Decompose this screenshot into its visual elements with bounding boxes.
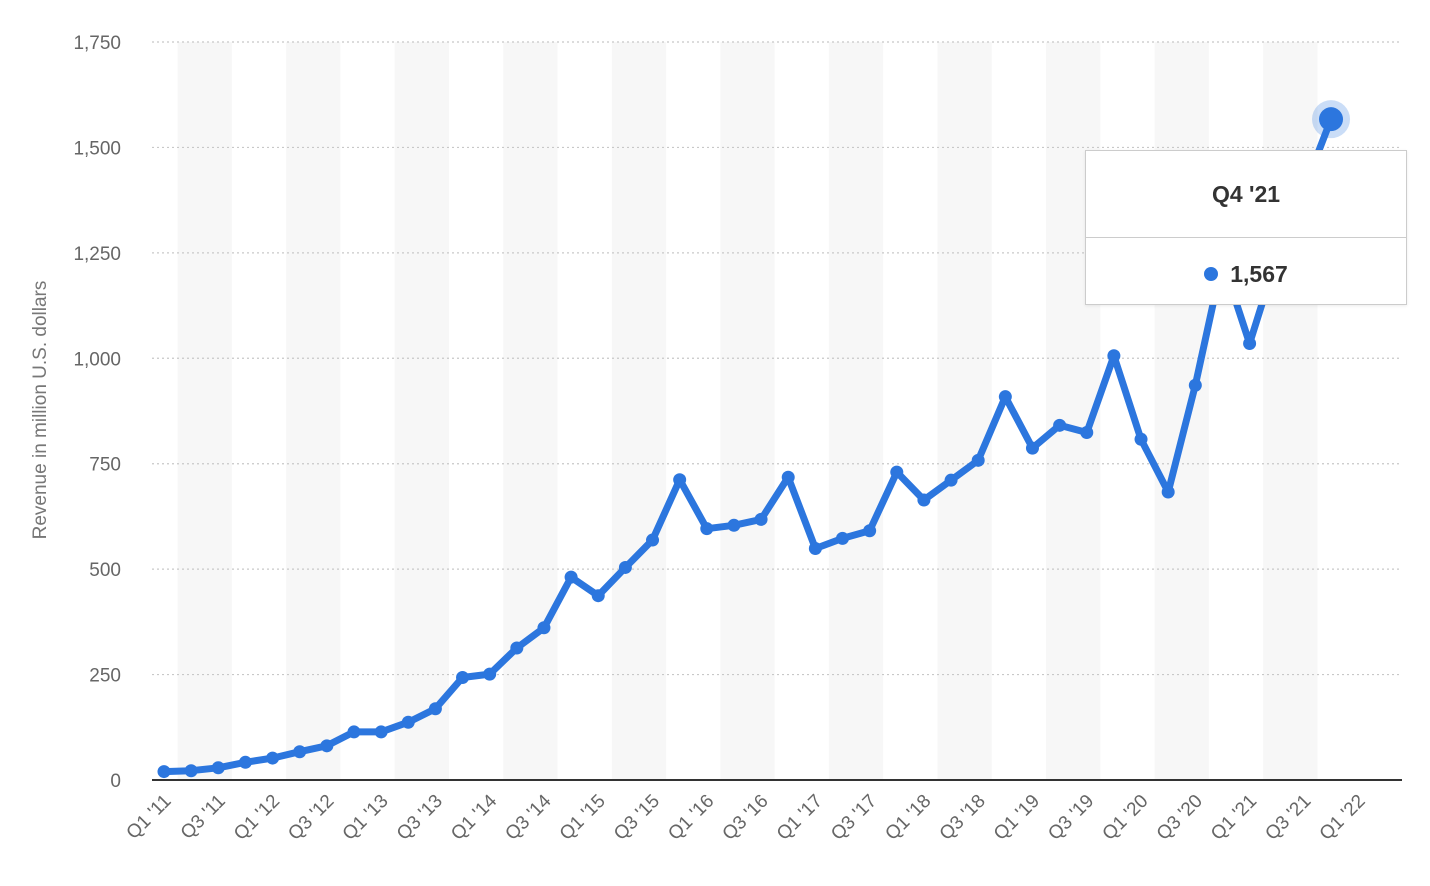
data-point[interactable] <box>673 473 687 487</box>
data-point[interactable] <box>646 533 660 547</box>
data-point[interactable] <box>754 512 768 526</box>
tooltip-title: Q4 '21 <box>1086 151 1406 238</box>
y-tick-label: 1,500 <box>73 138 121 159</box>
data-point[interactable] <box>428 702 442 716</box>
data-point[interactable] <box>211 761 225 775</box>
x-tick-label: Q1 '14 <box>447 790 501 844</box>
x-tick-label: Q3 '18 <box>936 791 990 845</box>
x-tick-label: Q3 '21 <box>1261 791 1315 845</box>
data-point[interactable] <box>1134 432 1148 446</box>
gridlines <box>152 41 1402 676</box>
x-tick-label: Q3 '15 <box>610 791 664 845</box>
data-point[interactable] <box>863 524 877 538</box>
data-point-highlighted[interactable] <box>1319 107 1344 132</box>
data-point[interactable] <box>510 641 524 655</box>
x-tick-label: Q3 '16 <box>719 791 773 845</box>
data-point[interactable] <box>238 755 252 769</box>
data-point[interactable] <box>1107 349 1121 363</box>
x-tick-label: Q3 '13 <box>393 791 447 845</box>
x-tick-label: Q1 '18 <box>881 791 935 845</box>
data-point[interactable] <box>700 522 714 536</box>
data-point[interactable] <box>1161 485 1175 499</box>
column-band <box>394 42 449 780</box>
x-tick-label: Q3 '12 <box>284 791 338 845</box>
data-point[interactable] <box>618 560 632 574</box>
data-point[interactable] <box>564 570 578 584</box>
tooltip-series-dot <box>1204 267 1219 281</box>
column-band <box>177 42 232 780</box>
data-point[interactable] <box>808 541 822 555</box>
column-bands <box>177 42 1318 780</box>
data-point[interactable] <box>266 751 280 765</box>
x-tick-label: Q1 '16 <box>664 791 718 845</box>
data-point[interactable] <box>998 390 1012 404</box>
y-axis-ticks: 0 250 500 750 1,000 1,250 1,500 1,750 <box>73 33 121 792</box>
data-point[interactable] <box>1080 426 1094 440</box>
data-point[interactable] <box>727 518 741 532</box>
data-point[interactable] <box>836 531 849 545</box>
data-point[interactable] <box>1053 418 1067 432</box>
y-tick-label: 250 <box>89 666 121 687</box>
x-tick-label: Q1 '12 <box>230 791 284 845</box>
data-point[interactable] <box>971 453 985 467</box>
tooltip-value: 1,567 <box>1230 260 1288 287</box>
x-tick-label: Q1 '17 <box>773 791 827 845</box>
data-point[interactable] <box>1188 378 1202 392</box>
data-point[interactable] <box>184 764 198 778</box>
data-point[interactable] <box>944 473 958 487</box>
data-point[interactable] <box>347 725 361 739</box>
x-tick-label: Q3 '11 <box>177 791 230 844</box>
y-tick-label: 1,000 <box>73 349 121 370</box>
x-tick-label: Q3 '19 <box>1044 791 1098 845</box>
x-tick-label: Q1 '15 <box>556 791 610 845</box>
x-tick-label: Q1 '11 <box>123 791 176 844</box>
y-tick-label: 500 <box>89 560 121 581</box>
column-band <box>611 42 667 780</box>
data-point[interactable] <box>591 589 605 603</box>
data-point[interactable] <box>1025 441 1039 455</box>
data-point[interactable] <box>483 667 497 681</box>
column-band <box>828 42 884 780</box>
data-points <box>157 100 1351 779</box>
x-tick-label: Q3 '17 <box>827 791 881 845</box>
data-point[interactable] <box>401 715 415 729</box>
column-band <box>286 42 341 780</box>
data-point[interactable] <box>917 493 931 507</box>
column-band <box>503 42 558 780</box>
data-point[interactable] <box>374 725 388 739</box>
data-point[interactable] <box>293 745 307 759</box>
y-tick-label: 1,750 <box>73 33 121 54</box>
y-tick-label: 750 <box>89 455 121 476</box>
data-point[interactable] <box>1243 337 1257 351</box>
data-point[interactable] <box>537 621 551 635</box>
x-tick-label: Q3 '20 <box>1153 791 1207 845</box>
x-tick-label: Q1 '22 <box>1316 791 1370 845</box>
tooltip-value-row: 1,567 <box>1086 238 1406 304</box>
y-axis-title: Revenue in million U.S. dollars <box>30 281 51 540</box>
x-tick-label: Q1 '21 <box>1207 791 1261 845</box>
data-point[interactable] <box>781 470 795 484</box>
x-axis-ticks: Q1 '11 Q3 '11 Q1 '12 Q3 '12 Q1 '13 Q3 '13 Q1 '… <box>123 790 1370 844</box>
tooltip: Q4 '21 1,567 <box>1085 150 1407 305</box>
y-tick-label: 0 <box>110 771 121 792</box>
x-tick-label: Q3 '14 <box>501 790 555 844</box>
data-point[interactable] <box>890 465 904 479</box>
x-tick-label: Q1 '19 <box>990 791 1044 845</box>
column-band <box>720 42 775 780</box>
y-tick-label: 1,250 <box>73 244 121 265</box>
x-tick-label: Q1 '13 <box>339 791 393 845</box>
x-tick-label: Q1 '20 <box>1099 791 1153 845</box>
column-band <box>937 42 992 780</box>
data-point[interactable] <box>157 765 171 779</box>
data-point[interactable] <box>456 671 470 685</box>
data-point[interactable] <box>320 739 334 753</box>
